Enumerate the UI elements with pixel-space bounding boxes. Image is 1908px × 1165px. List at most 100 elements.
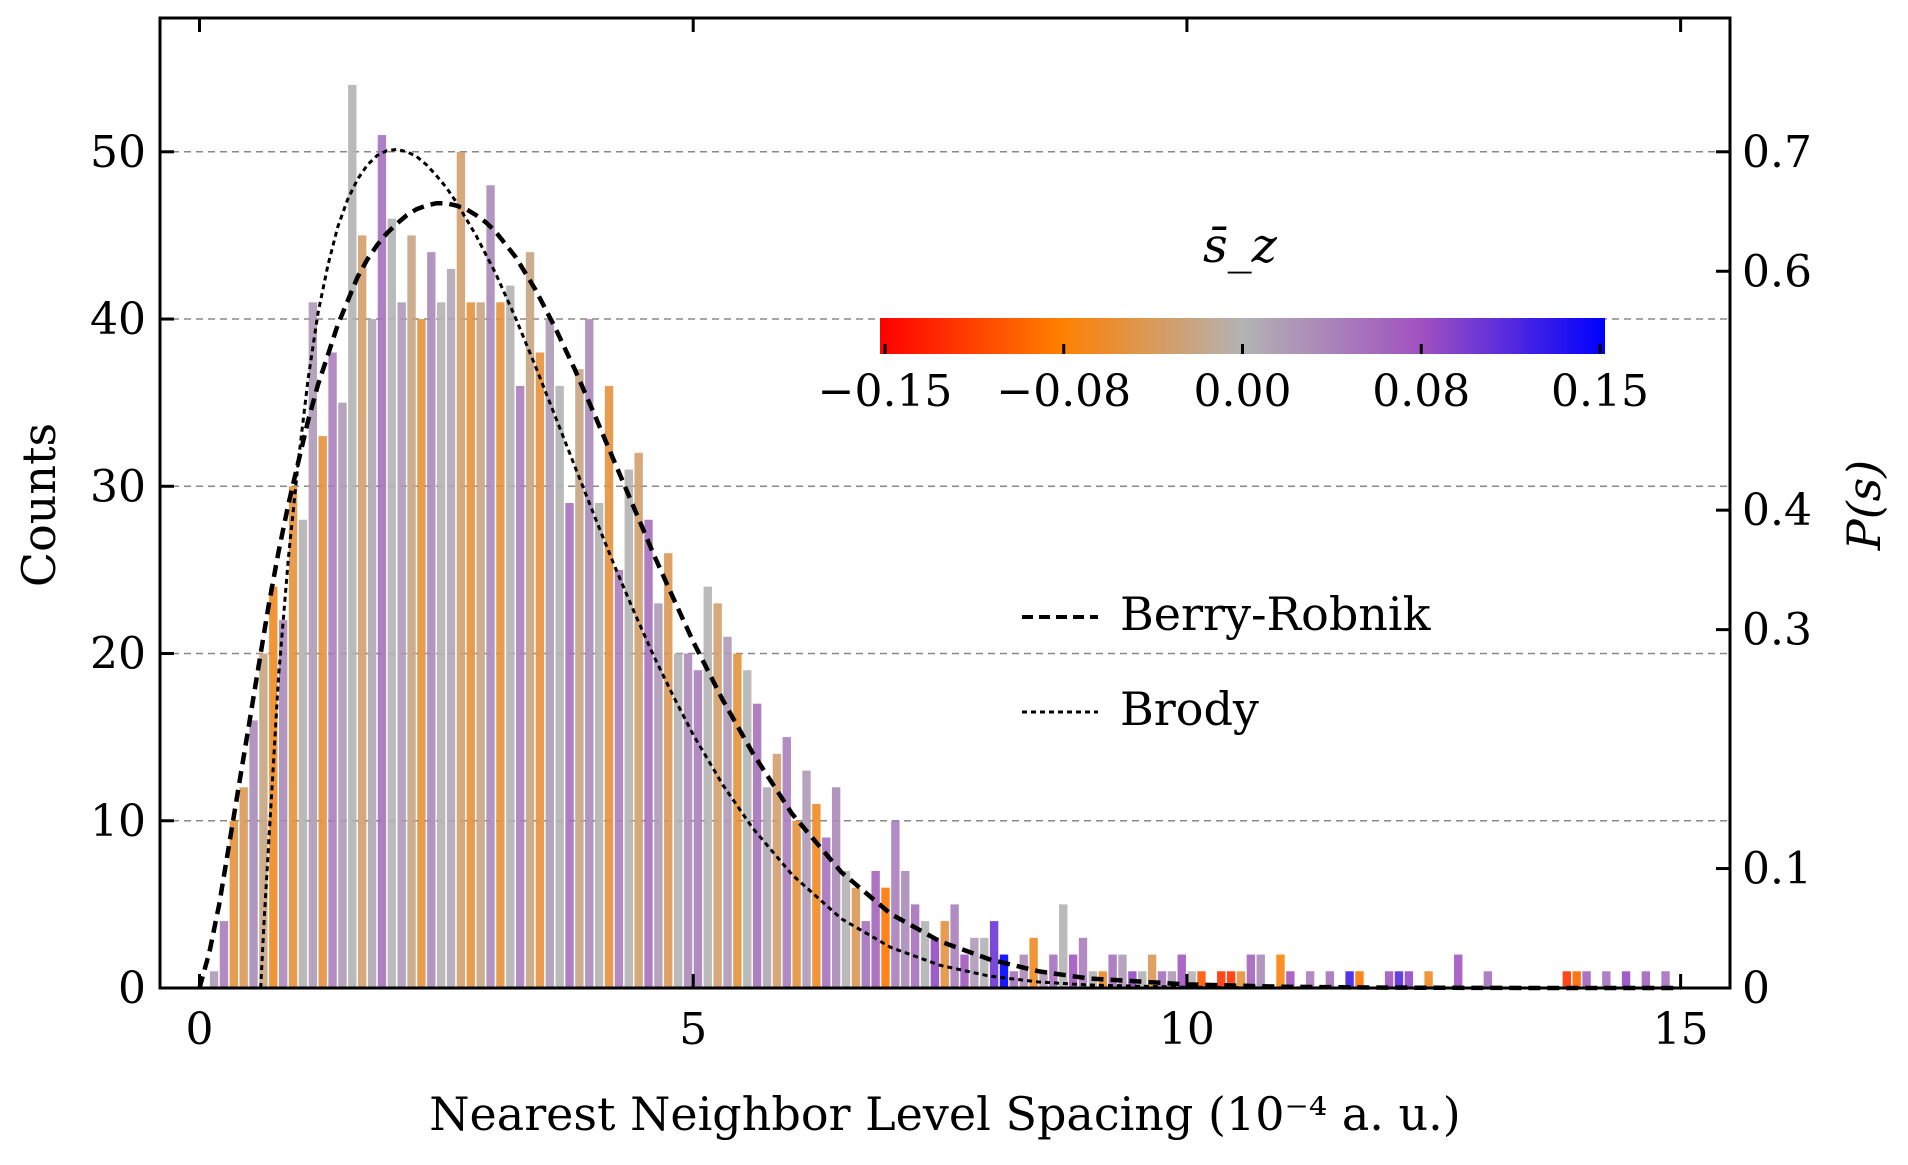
- histogram-bar: [1049, 954, 1058, 988]
- histogram-bar: [318, 436, 327, 988]
- histogram-bar: [1019, 954, 1028, 988]
- y-tick-label: 40: [90, 294, 146, 345]
- histogram-bar: [407, 235, 416, 988]
- histogram-bar: [1059, 904, 1068, 988]
- histogram-bar: [436, 302, 446, 989]
- histogram-bar: [476, 302, 485, 989]
- histogram-bar: [1661, 971, 1670, 988]
- histogram-bar: [1345, 971, 1354, 988]
- histogram-bar: [229, 820, 238, 988]
- y2-tick-label: 0.3: [1742, 605, 1812, 656]
- histogram-bar: [1187, 971, 1196, 988]
- histogram-bar: [1256, 954, 1265, 988]
- x-tick-label: 15: [1653, 1004, 1709, 1055]
- fit-curves: [197, 147, 1681, 991]
- histogram-bar: [1226, 971, 1236, 988]
- histogram-bar: [1068, 954, 1078, 988]
- y-axis-label: Counts: [12, 423, 66, 587]
- histogram-bar: [1197, 971, 1206, 988]
- histogram-bar: [1572, 971, 1581, 988]
- histogram-bar: [446, 268, 456, 988]
- histogram-bar: [1454, 954, 1463, 988]
- histogram-bar: [506, 285, 515, 989]
- y-tick-label: 0: [118, 963, 146, 1014]
- y-tick-label: 10: [90, 796, 146, 847]
- histogram-bar: [693, 670, 703, 988]
- histogram-bar: [920, 921, 930, 988]
- y2-tick-label: 0.4: [1742, 485, 1812, 536]
- histogram-bar: [298, 519, 308, 988]
- histogram-bar: [762, 787, 772, 988]
- histogram-bar: [456, 151, 466, 989]
- histogram-bar: [535, 352, 545, 988]
- histogram-bar: [1394, 971, 1404, 988]
- histogram-bar: [565, 503, 574, 988]
- histogram-bar: [1246, 954, 1256, 988]
- histogram-bar: [496, 302, 505, 989]
- histogram-bar: [1177, 954, 1186, 988]
- histogram-bar: [575, 369, 584, 988]
- histogram-bar: [980, 937, 989, 988]
- histogram-bar: [614, 569, 624, 988]
- curve-brody: [259, 147, 1681, 990]
- histogram-bar: [1157, 971, 1167, 988]
- histogram-bar: [1078, 937, 1088, 988]
- histogram-bar: [683, 653, 693, 988]
- colorbar-tick-label: 0.15: [1551, 366, 1649, 417]
- histogram-bar: [1217, 971, 1226, 988]
- plot-frame: [158, 16, 1732, 990]
- histogram-bar: [1167, 971, 1177, 988]
- colorbar-tick-label: 0.00: [1194, 366, 1292, 417]
- histogram-bar: [1621, 971, 1631, 988]
- histogram-bar: [367, 319, 377, 988]
- histogram-bar: [1562, 971, 1572, 988]
- histogram-bar: [1108, 954, 1117, 988]
- axis-ticks: 0 5 10 15 0 10 20 30 40 50 0 0.1 0.3 0.4 0.6 0.7: [90, 18, 1812, 1055]
- y2-axis-label: P(s): [1837, 460, 1891, 551]
- histogram-bar: [654, 603, 663, 988]
- histogram-bar: [1325, 971, 1335, 988]
- histogram-bar: [901, 870, 910, 988]
- legend-berry-robnik-label: Berry-Robnik: [1120, 587, 1432, 641]
- histogram-bar: [259, 653, 268, 988]
- curve-berry-robnik: [197, 200, 1681, 991]
- histogram-bar: [792, 820, 801, 988]
- colorbar-title: s̄_z: [1203, 218, 1278, 274]
- y-tick-label: 20: [90, 629, 146, 680]
- colorbar: s̄_z −0.15 −0.08 0.00 0.08 0.15: [818, 218, 1649, 417]
- histogram-bar: [209, 971, 219, 988]
- histogram-bar: [881, 887, 890, 988]
- histogram-bar: [377, 135, 387, 988]
- colorbar-tick-label: −0.08: [996, 366, 1131, 417]
- histogram-bar: [1384, 971, 1394, 988]
- histogram-bar: [999, 954, 1009, 988]
- histogram-bar: [357, 235, 367, 988]
- legend: Berry-Robnik Brody: [1022, 587, 1432, 736]
- histogram-bar: [1276, 954, 1285, 988]
- histogram-bar: [1118, 954, 1127, 988]
- histogram-bar: [743, 670, 752, 988]
- x-axis-label: Nearest Neighbor Level Spacing (10⁻⁴ a. …: [429, 1087, 1460, 1141]
- histogram-bar: [841, 870, 851, 988]
- y2-tick-label: 0.7: [1742, 127, 1812, 178]
- histogram-bar: [822, 837, 831, 988]
- y-tick-label: 30: [90, 461, 146, 512]
- histogram-bar: [1236, 971, 1246, 988]
- histogram-bar: [387, 218, 396, 989]
- histogram-bar: [782, 737, 791, 988]
- histogram-bar: [871, 870, 880, 988]
- histogram-bar: [594, 503, 604, 988]
- y2-tick-label: 0: [1742, 963, 1770, 1014]
- histogram-bar: [891, 820, 900, 988]
- legend-brody-label: Brody: [1120, 682, 1259, 736]
- histogram-bar: [427, 252, 436, 988]
- histogram-bar: [486, 185, 495, 988]
- histogram-bar: [960, 954, 969, 988]
- histogram-bar: [397, 302, 406, 989]
- histogram-bar: [545, 319, 554, 988]
- histogram-bar: [802, 770, 811, 988]
- histogram-bar: [1138, 971, 1147, 988]
- histogram-bar: [673, 653, 683, 988]
- histogram-bar: [585, 319, 594, 988]
